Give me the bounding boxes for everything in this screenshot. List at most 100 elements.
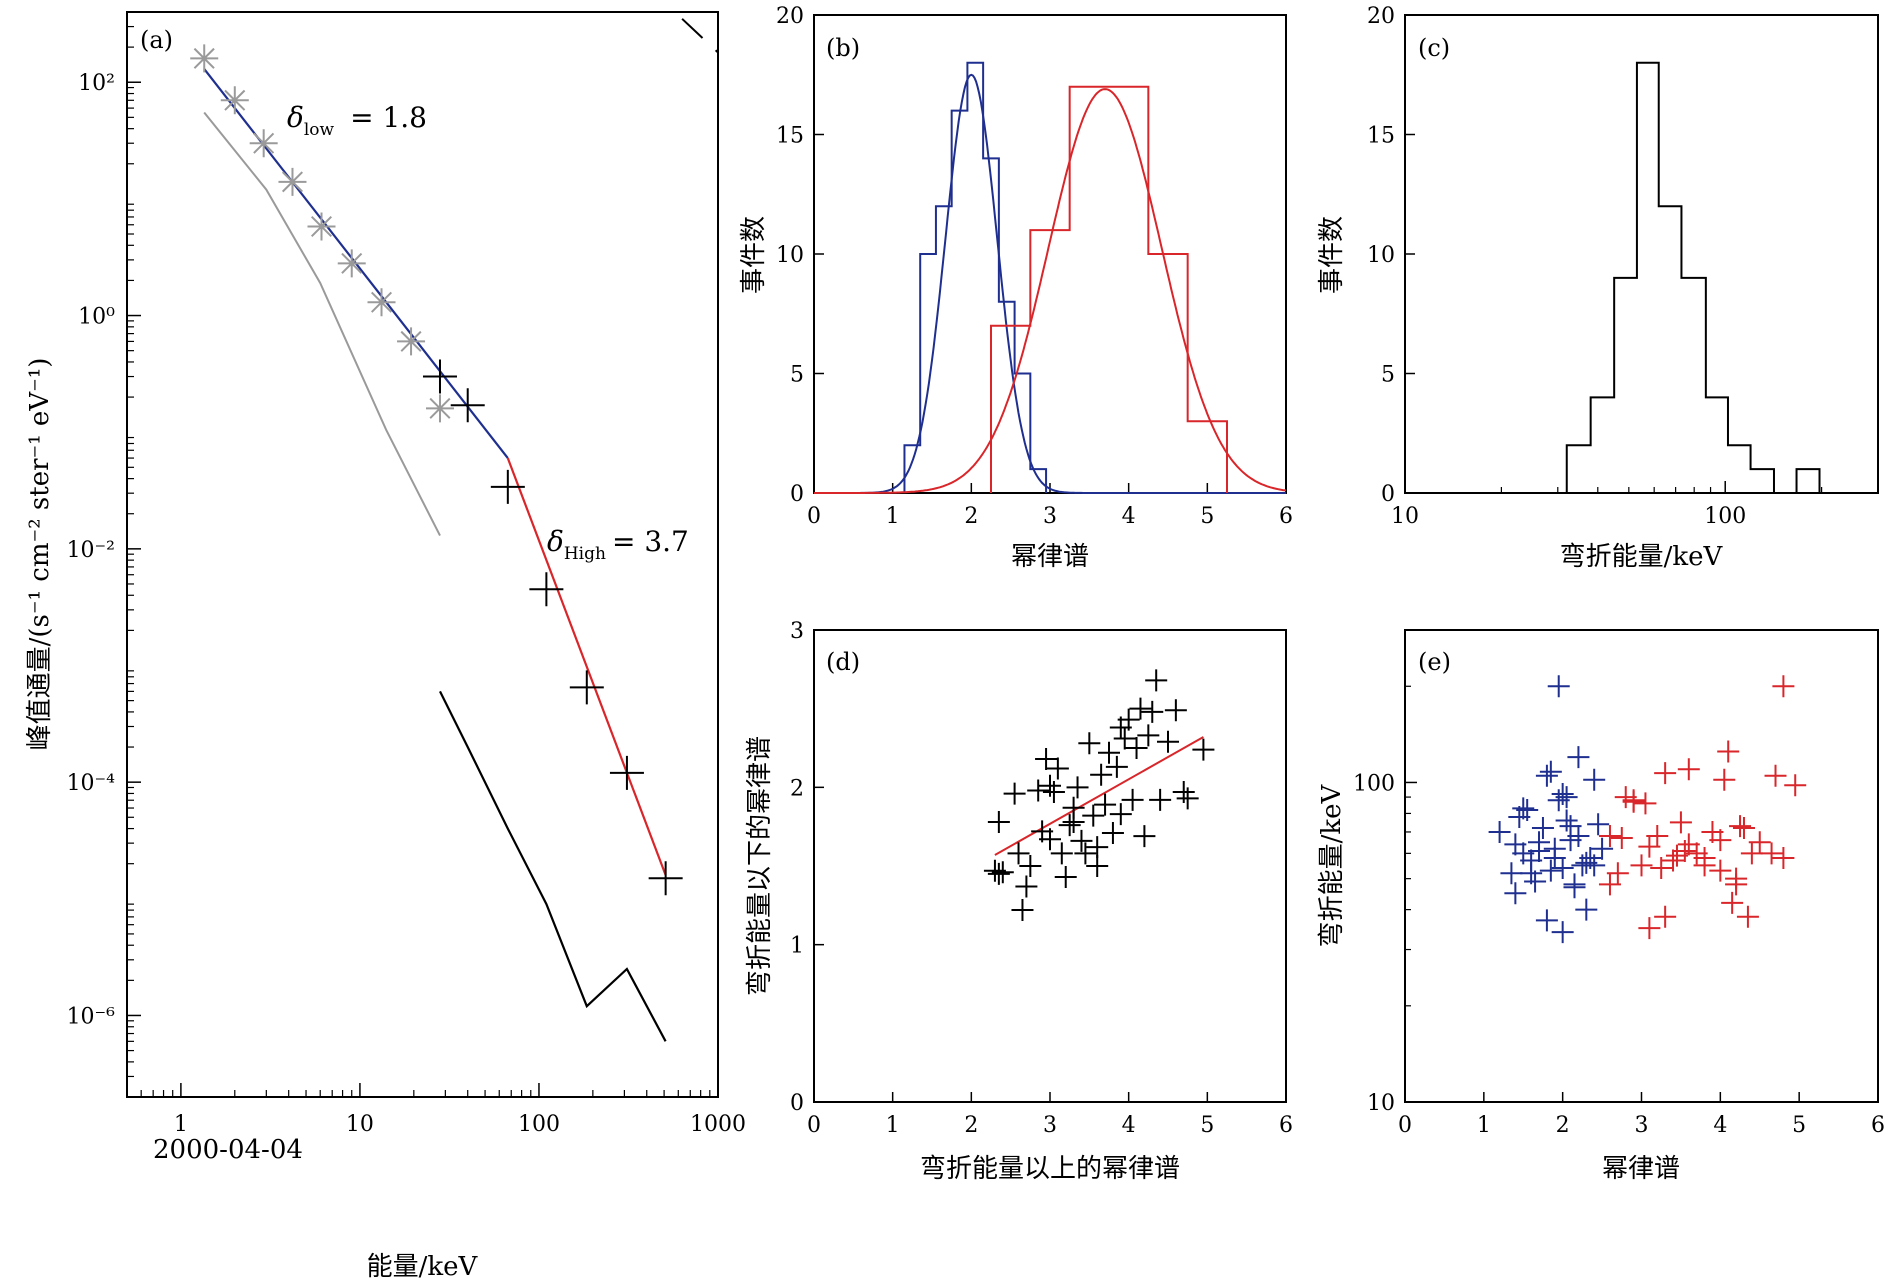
- event-point-blue: [1543, 847, 1566, 870]
- panel-e-ytick-label: 100: [1353, 771, 1395, 796]
- event-point: [1019, 855, 1042, 877]
- panel-b-y-tick-label: 20: [776, 4, 804, 29]
- event-point: [1125, 737, 1148, 759]
- event-point: [1129, 697, 1152, 720]
- panel-a-xtick-label: 100: [518, 1112, 560, 1137]
- event-point: [1066, 776, 1089, 799]
- panel-c-frame: [1404, 14, 1879, 494]
- event-point: [1113, 727, 1136, 750]
- event-point-blue: [1555, 786, 1578, 809]
- high-energy-point: [609, 755, 644, 790]
- event-point-red: [1709, 859, 1732, 882]
- event-point: [1035, 748, 1058, 771]
- panel-b-y-tick-label: 5: [790, 363, 804, 388]
- panel-d-x-tick-label: 5: [1200, 1113, 1214, 1138]
- low-energy-point: [307, 212, 336, 241]
- event-point-red: [1634, 792, 1657, 815]
- event-point-blue: [1563, 876, 1586, 899]
- panel-b-x-tick-label: 5: [1200, 504, 1214, 529]
- event-point: [1007, 842, 1030, 865]
- event-point: [1172, 781, 1195, 804]
- event-point: [1046, 757, 1069, 780]
- high-energy-point: [422, 359, 457, 394]
- event-point: [987, 810, 1010, 833]
- panel-a-xtick-label: 1000: [690, 1112, 746, 1137]
- panel-b-x-tick-label: 6: [1279, 504, 1293, 529]
- event-point-blue: [1504, 882, 1527, 905]
- panel-c-y-tick-label: 5: [1381, 363, 1395, 388]
- panel-e-ytick-label: 10: [1367, 1091, 1395, 1116]
- event-point-blue: [1520, 862, 1543, 885]
- event-point: [1082, 804, 1105, 827]
- event-point: [1086, 836, 1109, 859]
- panel-c-ylabel: 事件数: [1317, 216, 1347, 294]
- event-point: [991, 861, 1014, 884]
- event-point: [1157, 730, 1179, 753]
- event-point: [1133, 825, 1156, 848]
- event-point-blue: [1539, 859, 1562, 882]
- event-point-blue: [1488, 820, 1511, 843]
- panel-d-label: (d): [826, 648, 860, 676]
- event-point-red: [1654, 905, 1677, 928]
- low-energy-point: [278, 167, 307, 196]
- event-point: [1086, 855, 1109, 877]
- annotation-delta-high: δHigh = 3.7: [547, 525, 689, 564]
- panel-b-x-tick-label: 3: [1043, 504, 1057, 529]
- fit-line-high: [506, 457, 667, 876]
- panel-a-xtick-label: 10: [346, 1112, 374, 1137]
- event-point-red: [1638, 917, 1661, 940]
- panel-d-x-tick-label: 0: [807, 1113, 821, 1138]
- event-point: [1121, 788, 1144, 811]
- event-point: [1176, 787, 1199, 810]
- panel-e-xlabel: 幂律谱: [1602, 1154, 1680, 1184]
- panel-e: (e) 幂律谱 弯折能量/keV 0 1 2 3 4 5 6 10 100: [1317, 629, 1885, 1184]
- panel-c-xtick-label: 10: [1391, 504, 1419, 529]
- gray-model-curve: [203, 111, 441, 537]
- low-energy-point: [367, 288, 396, 317]
- panel-e-label: (e): [1418, 648, 1451, 676]
- event-point: [1109, 803, 1132, 826]
- histogram-blue: [903, 61, 1048, 493]
- panel-b-ylabel: 事件数: [739, 216, 769, 294]
- gaussian-fit-blue: [814, 73, 1286, 494]
- event-point-red: [1693, 847, 1716, 870]
- event-point: [1117, 708, 1140, 731]
- event-point-red: [1721, 891, 1744, 914]
- event-point-red: [1709, 829, 1732, 852]
- delta-high-symbol: δ: [547, 525, 564, 558]
- panel-c-xtick-label: 100: [1704, 504, 1746, 529]
- panel-b-label: (b): [826, 34, 860, 62]
- panel-c-y-tick-label: 10: [1367, 243, 1395, 268]
- event-point: [1101, 821, 1124, 844]
- low-energy-point: [397, 327, 426, 356]
- event-point-blue: [1504, 833, 1527, 856]
- panel-b-xlabel: 幂律谱: [1011, 542, 1089, 572]
- event-point: [1058, 814, 1081, 837]
- low-energy-point: [220, 86, 249, 115]
- annotation-delta-low: δlow = 1.8: [287, 101, 427, 140]
- high-energy-point: [569, 670, 604, 705]
- event-point: [1054, 866, 1077, 889]
- event-point-blue: [1555, 809, 1578, 832]
- event-point: [1050, 842, 1073, 865]
- black-model-curve: [439, 690, 667, 1042]
- panel-a-xlabel: 能量/keV: [367, 1252, 479, 1278]
- panel-b-x-tick-label: 0: [807, 504, 821, 529]
- panel-d-x-tick-label: 6: [1279, 1113, 1293, 1138]
- panel-d: (d) 弯折能量以上的幂律谱 弯折能量以下的幂律谱 0 1 2 3 4 5 6 0 1 2 3: [745, 619, 1293, 1184]
- event-point-red: [1729, 815, 1752, 838]
- event-point-red: [1717, 740, 1740, 763]
- histogram-red: [990, 85, 1228, 493]
- delta-low-value: = 1.8: [350, 101, 427, 134]
- event-point-blue: [1551, 921, 1574, 944]
- panel-d-y-tick-label: 2: [790, 776, 804, 801]
- panel-e-x-tick-label: 4: [1713, 1113, 1727, 1138]
- event-point-red: [1654, 762, 1677, 785]
- panel-b-y-tick-label: 0: [790, 482, 804, 507]
- event-point: [1039, 828, 1061, 851]
- panel-b: (b) 幂律谱 事件数 0 1 2 3 4 5 6 0 5 10 15 20: [739, 4, 1293, 572]
- panel-e-x-tick-label: 2: [1556, 1113, 1570, 1138]
- event-point-blue: [1583, 854, 1606, 877]
- panel-e-x-tick-label: 0: [1398, 1113, 1412, 1138]
- panel-d-y-tick-label: 3: [790, 619, 804, 644]
